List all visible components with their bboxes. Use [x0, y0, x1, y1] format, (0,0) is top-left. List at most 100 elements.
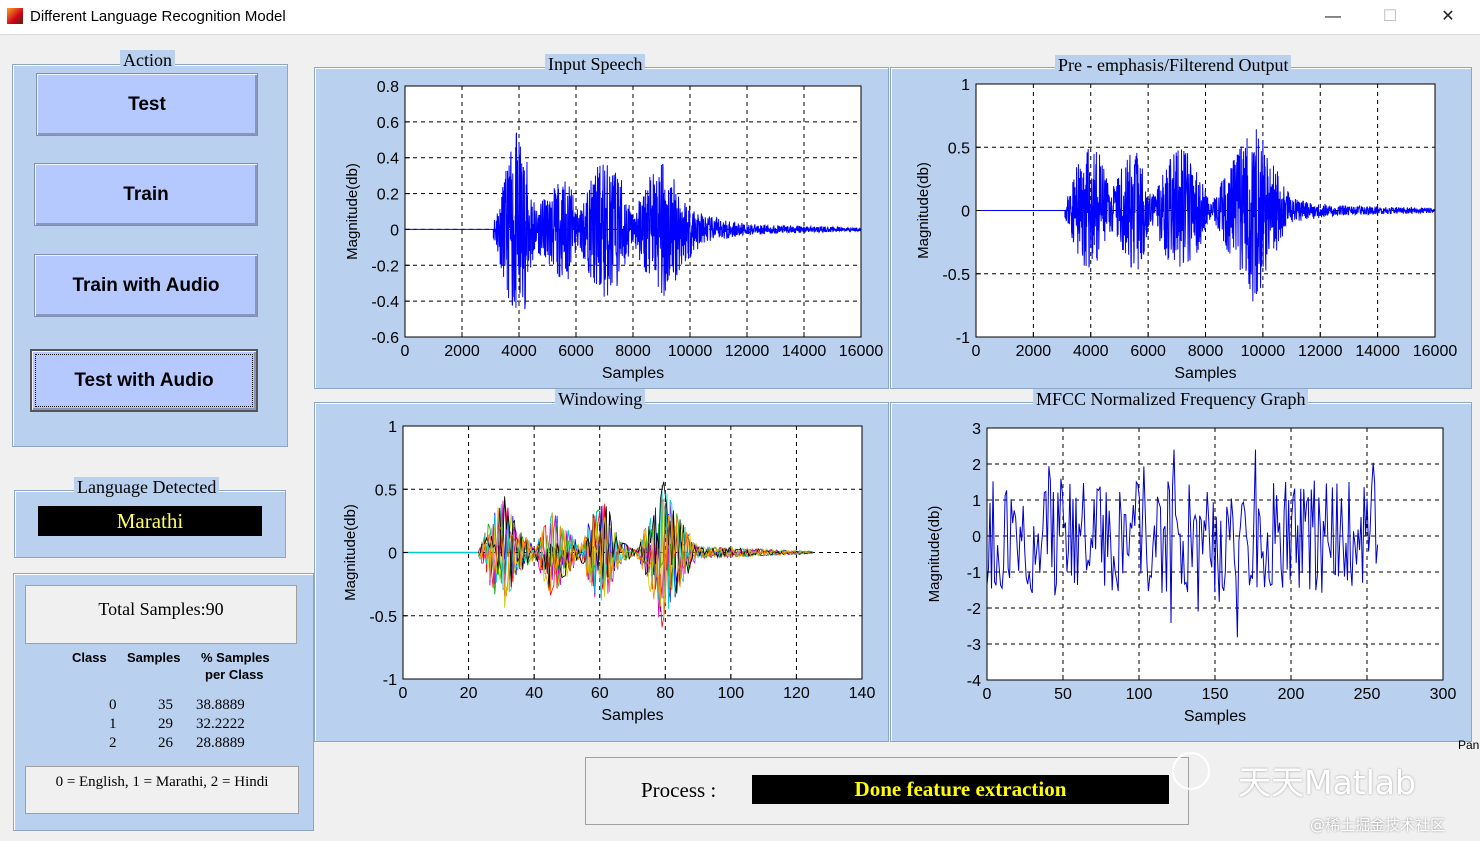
plot-title: Windowing [555, 389, 646, 409]
y-tick-label: 2 [972, 457, 981, 474]
x-axis-label: Samples [602, 365, 664, 382]
plot-title: MFCC Normalized Frequency Graph [1033, 389, 1309, 409]
process-status: Done feature extraction [752, 775, 1169, 804]
x-tick-label: 100 [1126, 686, 1153, 703]
signal-line [976, 129, 1436, 302]
x-tick-label: 300 [1430, 686, 1457, 703]
plot-title: Input Speech [545, 54, 646, 74]
row-percent: 28.8889 [196, 735, 245, 751]
x-tick-label: 8000 [1188, 343, 1224, 360]
window-title: Different Language Recognition Model [30, 8, 286, 25]
x-tick-label: 12000 [1298, 343, 1343, 360]
x-tick-label: 12000 [725, 343, 770, 360]
class-legend-box: 0 = English, 1 = Marathi, 2 = Hindi [25, 766, 299, 814]
y-tick-label: -0.4 [371, 294, 399, 311]
row-class: 1 [109, 716, 117, 732]
y-tick-label: 1 [388, 419, 397, 436]
y-tick-label: -0.5 [369, 609, 397, 626]
y-axis-label: Magnitude(db) [344, 163, 361, 260]
y-tick-label: -2 [967, 601, 981, 618]
y-tick-label: -0.5 [942, 267, 970, 284]
percent-header: % Samples [201, 650, 270, 665]
x-tick-label: 6000 [1130, 343, 1166, 360]
x-tick-label: 250 [1354, 686, 1381, 703]
train-button[interactable]: Train [34, 163, 258, 226]
language-panel-title: Language Detected [74, 477, 220, 497]
x-tick-label: 50 [1054, 686, 1072, 703]
watermark-name: 天天Matlab [1238, 763, 1416, 802]
row-percent: 38.8889 [196, 697, 245, 713]
y-tick-label: 1 [972, 493, 981, 510]
x-tick-label: 8000 [615, 343, 651, 360]
windowing-chart: 0 20 40 60 80 100 120 140 -1 -0.5 0 0.5 1 Samples Magn… [342, 419, 876, 724]
per-class-header: per Class [205, 667, 264, 682]
input-speech-chart: 0 2000 4000 6000 8000 10000 12000 14000 16000 -0.… [344, 79, 884, 382]
x-tick-label: 60 [591, 685, 609, 702]
maximize-button: ☐ [1382, 8, 1398, 25]
x-tick-label: 0 [399, 685, 408, 702]
row-samples: 35 [158, 697, 173, 713]
x-tick-label: 4000 [501, 343, 537, 360]
y-tick-label: 0.2 [377, 187, 399, 204]
y-tick-label: -1 [956, 330, 970, 347]
x-tick-label: 140 [849, 685, 876, 702]
x-axis-label: Samples [1174, 365, 1236, 382]
x-tick-label: 14000 [1355, 343, 1400, 360]
window-titlebar: Different Language Recognition Model — ☐… [0, 0, 1480, 35]
y-axis-label: Magnitude(db) [926, 506, 943, 603]
x-tick-label: 80 [656, 685, 674, 702]
y-tick-label: 3 [972, 421, 981, 438]
x-tick-label: 10000 [1241, 343, 1286, 360]
x-tick-label: 10000 [668, 343, 713, 360]
y-tick-label: 1 [961, 77, 970, 94]
row-class: 0 [109, 697, 117, 713]
x-tick-label: 200 [1278, 686, 1305, 703]
y-tick-label: 0 [388, 546, 397, 563]
process-label: Process : [641, 778, 717, 802]
y-tick-label: 0.4 [377, 151, 399, 168]
x-tick-label: 40 [525, 685, 543, 702]
total-samples-box: Total Samples:90 [25, 585, 297, 644]
signal-line [405, 132, 862, 310]
y-axis-label: Magnitude(db) [342, 504, 359, 601]
window-series [478, 498, 813, 604]
watermark-site: @稀土掘金技术社区 [1310, 816, 1446, 834]
y-tick-label: 0 [972, 529, 981, 546]
samples-header: Samples [127, 650, 181, 665]
x-tick-label: 100 [718, 685, 745, 702]
matlab-icon [7, 8, 23, 24]
x-tick-label: 16000 [839, 343, 884, 360]
preemphasis-chart: 0 2000 4000 6000 8000 10000 12000 14000 16000 -1 -… [915, 77, 1457, 382]
wechat-icon [1172, 752, 1210, 790]
class-header: Class [72, 650, 107, 665]
total-samples-label: Total Samples:90 [98, 599, 224, 619]
y-axis-label: Magnitude(db) [915, 162, 932, 259]
x-axis-label: Samples [601, 707, 663, 724]
test-with-audio-button[interactable]: Test with Audio [30, 349, 258, 412]
mfcc-chart: 0 50 100 150 200 250 300 -4 -3 -2 -1 0 1 2 3 Samples Mag… [926, 421, 1457, 725]
language-detected-display: Marathi [38, 506, 262, 536]
y-tick-label: -3 [967, 637, 981, 654]
y-tick-label: 0.8 [377, 79, 399, 96]
minimize-button[interactable]: — [1325, 8, 1341, 25]
plot-title: Pre - emphasis/Filterend Output [1055, 55, 1292, 75]
class-legend: 0 = English, 1 = Marathi, 2 = Hindi [55, 774, 269, 790]
plot-area [405, 86, 861, 337]
row-samples: 26 [158, 735, 173, 751]
x-tick-label: 120 [783, 685, 810, 702]
x-tick-label: 0 [983, 686, 992, 703]
close-button[interactable]: ✕ [1441, 8, 1455, 25]
x-tick-label: 0 [972, 343, 981, 360]
action-panel-title: Action [120, 50, 175, 70]
overflow-label: Pan [1458, 738, 1480, 752]
x-axis-label: Samples [1184, 708, 1246, 725]
y-tick-label: -0.2 [371, 258, 399, 275]
row-percent: 32.2222 [196, 716, 245, 732]
train-with-audio-button[interactable]: Train with Audio [34, 254, 258, 317]
y-tick-label: 0.6 [377, 115, 399, 132]
test-button[interactable]: Test [36, 73, 258, 136]
y-tick-label: 0 [961, 204, 970, 221]
window-series [478, 485, 813, 609]
x-tick-label: 150 [1202, 686, 1229, 703]
row-samples: 29 [158, 716, 173, 732]
